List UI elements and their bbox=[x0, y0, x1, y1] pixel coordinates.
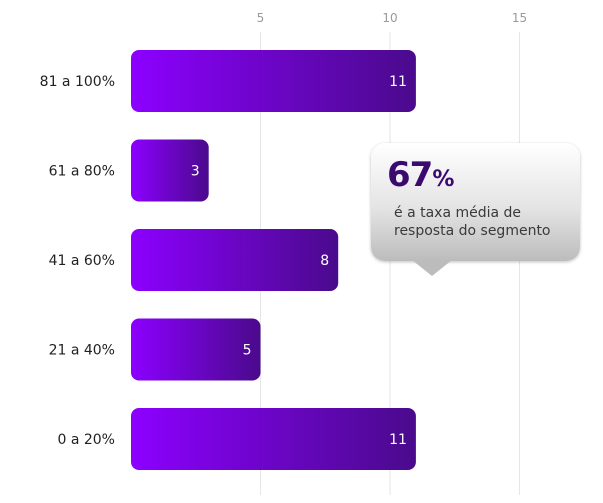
category-label-0: 81 a 100% bbox=[40, 74, 115, 90]
value-label-3: 5 bbox=[243, 343, 252, 359]
category-labels: 81 a 100% 61 a 80% 41 a 60% 21 a 40% 0 a 20% bbox=[40, 74, 115, 448]
category-label-1: 61 a 80% bbox=[49, 164, 115, 180]
value-label-2: 8 bbox=[320, 253, 329, 269]
callout-box: 67% é a taxa média de resposta do segmen… bbox=[371, 143, 580, 261]
callout-stat: 67% bbox=[387, 155, 454, 195]
x-tick-label-5: 5 bbox=[257, 11, 265, 25]
category-label-2: 41 a 60% bbox=[49, 253, 115, 269]
x-tick-label-10: 10 bbox=[382, 11, 397, 25]
bar-4 bbox=[131, 408, 416, 470]
bar-3 bbox=[131, 318, 261, 381]
callout-text: é a taxa média de resposta do segmento bbox=[394, 205, 551, 239]
callout-value: 67 bbox=[387, 155, 433, 195]
category-label-4: 0 a 20% bbox=[57, 432, 115, 448]
bar-0 bbox=[131, 50, 416, 112]
bar-2 bbox=[131, 229, 339, 291]
bar-1 bbox=[131, 139, 209, 202]
value-label-1: 3 bbox=[191, 164, 200, 180]
callout-pointer bbox=[412, 260, 452, 276]
bars: 11 3 8 5 11 bbox=[131, 50, 416, 470]
value-label-4: 11 bbox=[389, 432, 407, 448]
callout-unit: % bbox=[432, 167, 455, 192]
x-axis-ticks: 5 10 15 bbox=[257, 11, 527, 25]
x-tick-label-15: 15 bbox=[512, 11, 527, 25]
value-label-0: 11 bbox=[389, 74, 407, 90]
category-label-3: 21 a 40% bbox=[49, 343, 115, 359]
